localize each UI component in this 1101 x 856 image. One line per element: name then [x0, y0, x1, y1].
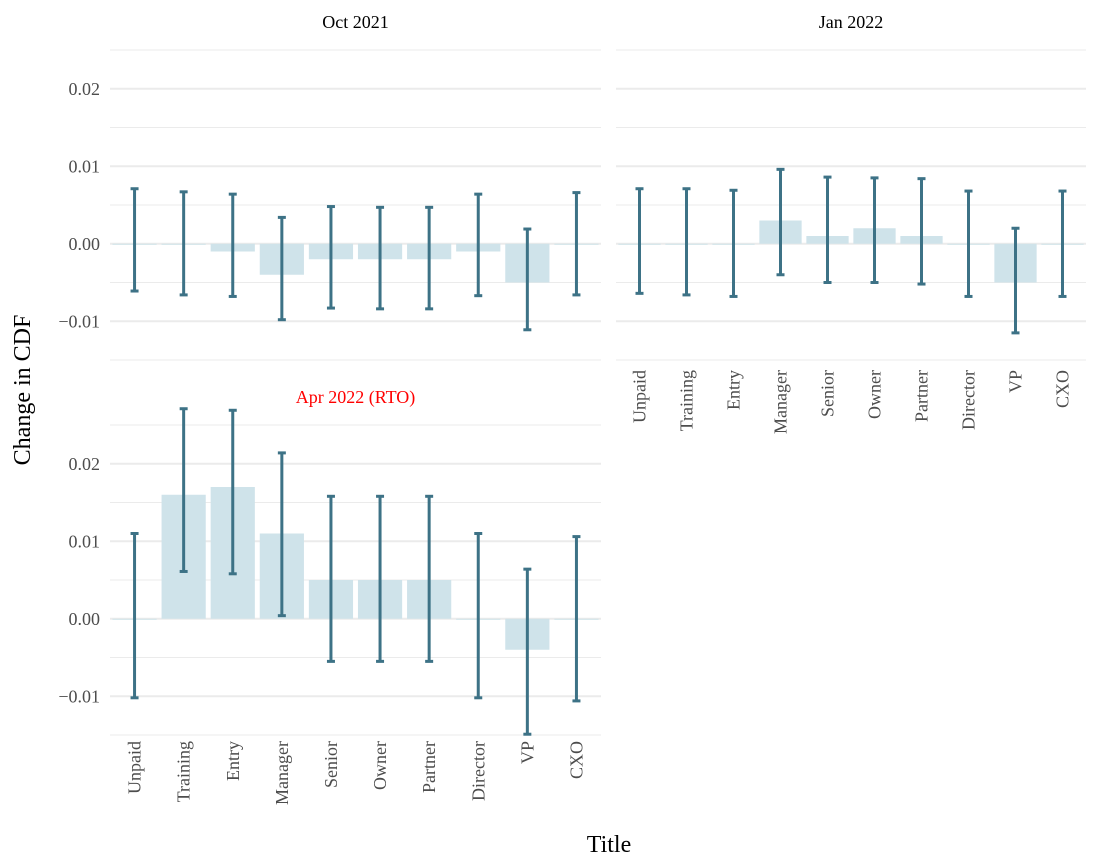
x-tick-label-vp: VP — [517, 741, 537, 764]
errorbar-vp — [523, 227, 532, 332]
x-tick-label-partner: Partner — [419, 741, 439, 793]
y-tick-label: −0.01 — [58, 686, 100, 706]
y-tick-label: 0.00 — [69, 234, 101, 254]
errorbar-director — [474, 532, 483, 700]
x-tick-label-owner: Owner — [370, 741, 390, 790]
panel-1: Oct 2021 −0.01 0.00 0.01 0.02 — [58, 12, 601, 361]
errorbar-entry — [228, 192, 237, 298]
x-tick-label-unpaid: Unpaid — [630, 370, 650, 423]
errorbar-senior — [823, 175, 832, 284]
y-tick-label: 0.00 — [69, 609, 101, 629]
errorbar-unpaid — [130, 187, 139, 293]
x-tick-label-director: Director — [959, 370, 979, 430]
errorbar-training — [682, 187, 691, 297]
errorbar-owner — [376, 494, 385, 663]
x-tick-label-entry: Entry — [223, 741, 243, 781]
errorbar-unpaid — [635, 187, 644, 295]
y-tick-label: −0.01 — [58, 311, 100, 331]
x-tick-label-senior: Senior — [818, 370, 838, 417]
errorbar-cxo — [572, 191, 581, 297]
errorbar-vp — [523, 567, 532, 736]
errorbar-owner — [870, 176, 879, 284]
errorbar-owner — [376, 205, 385, 311]
errorbar-director — [474, 192, 483, 298]
x-tick-label-vp: VP — [1006, 370, 1026, 393]
x-tick-label-training: Training — [677, 370, 697, 431]
errorbar-entry — [729, 188, 738, 298]
panel-2: Jan 2022 Unpaid Training Entry Manager Senior… — [616, 12, 1086, 434]
errorbar-manager — [776, 167, 785, 277]
panel-title: Apr 2022 (RTO) — [296, 387, 416, 408]
panel-title: Jan 2022 — [819, 12, 884, 32]
x-tick-label-cxo: CXO — [566, 741, 586, 779]
x-tick-label-manager: Manager — [771, 370, 791, 434]
x-tick-label-unpaid: Unpaid — [125, 741, 145, 794]
x-tick-label-owner: Owner — [865, 370, 885, 419]
panel-3: Apr 2022 (RTO) −0.01 0.00 0.01 0.02 Unpaid Tra… — [58, 387, 601, 805]
y-tick-label: 0.01 — [69, 156, 101, 176]
errorbar-training — [179, 190, 188, 297]
x-tick-label-cxo: CXO — [1053, 370, 1073, 408]
x-tick-label-director: Director — [468, 741, 488, 801]
errorbar-unpaid — [130, 532, 139, 700]
errorbar-vp — [1011, 226, 1020, 335]
x-tick-label-training: Training — [174, 741, 194, 802]
panel-title: Oct 2021 — [322, 12, 389, 32]
errorbar-training — [179, 407, 188, 573]
errorbar-senior — [326, 205, 335, 310]
x-tick-label-manager: Manager — [272, 741, 292, 805]
x-axis-title: Title — [587, 832, 631, 856]
errorbar-manager — [277, 215, 286, 322]
errorbar-partner — [425, 205, 434, 311]
errorbar-manager — [277, 451, 286, 618]
errorbar-cxo — [1058, 189, 1067, 298]
y-axis-title: Change in CDF — [10, 315, 36, 466]
x-tick-label-partner: Partner — [912, 370, 932, 422]
errorbar-director — [964, 189, 973, 298]
errorbar-partner — [425, 494, 434, 663]
x-tick-label-entry: Entry — [724, 370, 744, 410]
x-tick-label-senior: Senior — [321, 741, 341, 788]
errorbar-senior — [326, 494, 335, 663]
y-tick-label: 0.01 — [69, 531, 101, 551]
y-tick-label: 0.02 — [69, 79, 101, 99]
errorbar-entry — [228, 408, 237, 576]
y-tick-label: 0.02 — [69, 454, 101, 474]
errorbar-partner — [917, 177, 926, 286]
errorbar-cxo — [572, 535, 581, 703]
